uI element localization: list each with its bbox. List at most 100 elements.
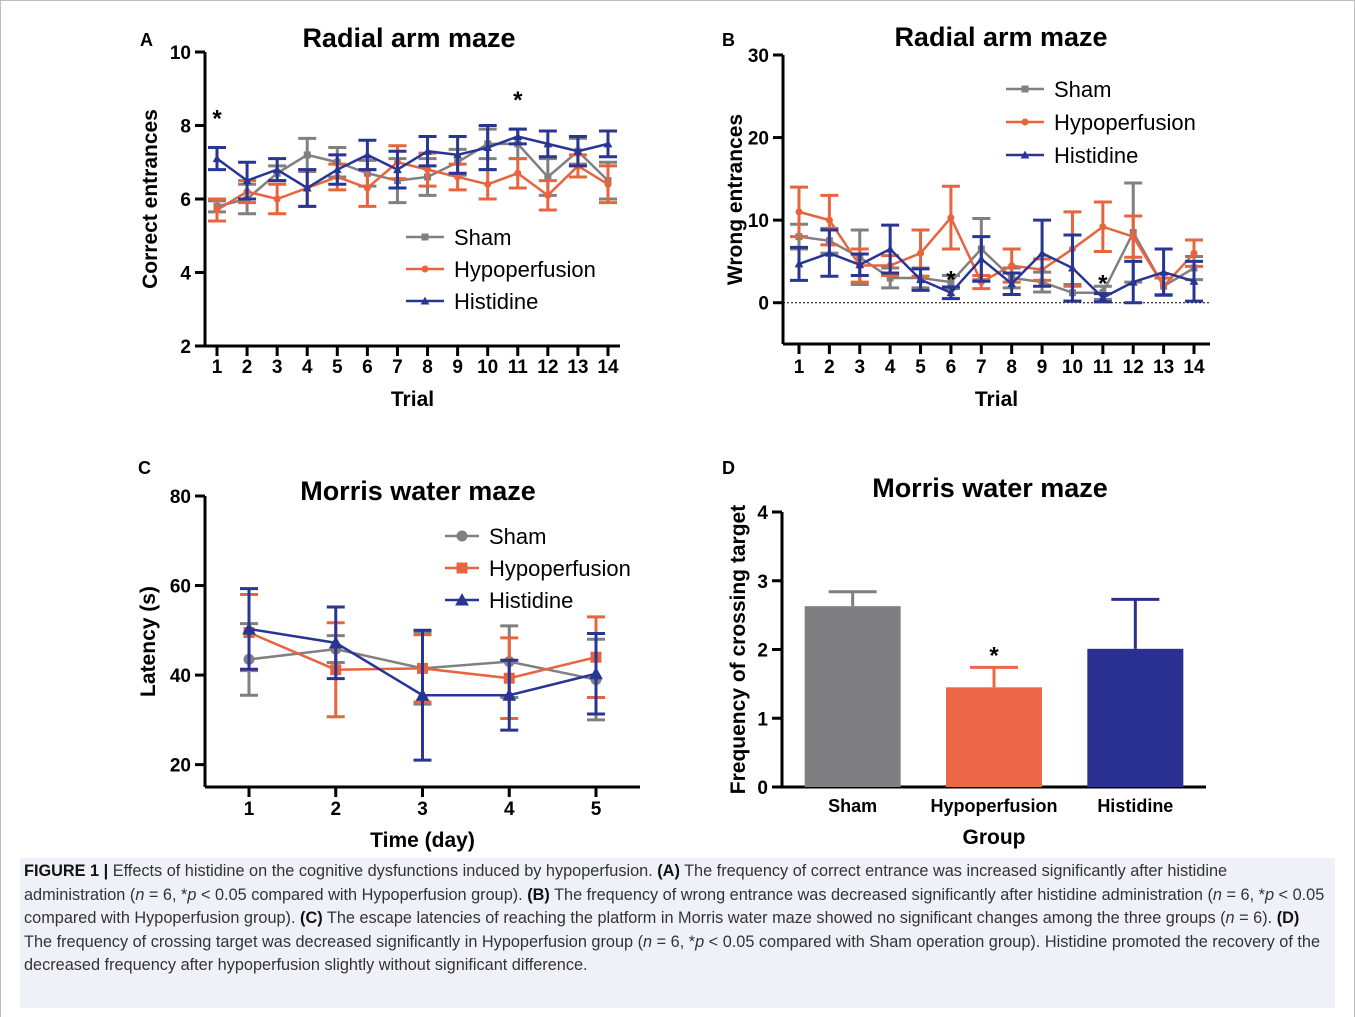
data-point (484, 180, 492, 188)
panel-a-radial-arm-correct: A Radial arm maze 2 4 6 8 10 Correct entrances T… (0, 0, 680, 450)
y-tick-label: 2 (757, 641, 768, 662)
y-tick-label: 20 (170, 756, 191, 777)
x-tick-label: Histidine (1097, 796, 1173, 816)
x-tick-label: 7 (976, 357, 987, 378)
y-tick-label: 20 (748, 129, 769, 150)
legend-label: Sham (489, 524, 546, 549)
data-point (794, 259, 804, 268)
data-point (514, 169, 522, 177)
data-point (855, 260, 865, 269)
data-point (242, 622, 256, 635)
x-tick-label: Sham (828, 796, 877, 816)
x-tick-label: 13 (567, 357, 588, 378)
x-axis-label: Time (day) (370, 829, 475, 852)
data-point (1037, 248, 1047, 257)
x-axis-label: Trial (975, 388, 1018, 411)
x-tick-label: 11 (1093, 357, 1114, 378)
caption-run: The frequency of correct entrance was in… (24, 862, 1228, 904)
data-point (1007, 279, 1017, 288)
x-tick-label: 1 (244, 799, 255, 820)
legend-swatch-marker (421, 265, 429, 273)
caption-run: < 0.05 compared with Hypoperfusion group… (24, 885, 1325, 928)
data-point (947, 214, 955, 222)
series-line (216, 160, 609, 212)
data-point (947, 278, 955, 286)
x-tick-label: 3 (417, 799, 428, 820)
figure-frame-top (0, 0, 1355, 1)
series-hypoperfusion (208, 144, 617, 223)
caption-run: p (695, 932, 705, 951)
legend-label: Sham (454, 225, 511, 250)
bar (946, 687, 1042, 787)
legend-swatch-marker (456, 530, 468, 542)
significance-star: * (513, 87, 523, 114)
caption-run: n (1225, 909, 1235, 927)
legend-label: Hypoperfusion (489, 556, 631, 581)
y-tick-label: 0 (757, 778, 768, 799)
x-tick-label: 7 (392, 357, 403, 378)
caption-run: (A) (657, 862, 680, 880)
data-point (332, 165, 342, 174)
y-tick-label: 30 (748, 46, 769, 67)
legend-swatch-marker (1020, 150, 1030, 159)
x-tick-label: 6 (946, 357, 957, 378)
significance-star: * (989, 642, 999, 669)
data-point (453, 150, 462, 159)
data-point (242, 176, 252, 185)
y-tick-label: 0 (758, 294, 769, 315)
series-histidine (208, 124, 617, 208)
y-tick-label: 6 (180, 190, 191, 211)
y-tick-label: 60 (170, 577, 191, 598)
bar-sham (804, 590, 901, 787)
legend-label: Hypoperfusion (1054, 110, 1196, 135)
series-line (798, 210, 1195, 289)
caption-text: FIGURE 1 | Effects of histidine on the c… (24, 860, 1331, 978)
data-point (795, 208, 803, 216)
x-tick-label: 8 (1006, 357, 1017, 378)
data-point (1190, 249, 1198, 257)
data-point (917, 249, 925, 257)
x-tick-label: 5 (591, 799, 602, 820)
panel-letter: C (138, 458, 151, 478)
y-tick-label: 10 (748, 211, 769, 232)
data-point (502, 688, 517, 701)
caption-run: < 0.05 compared with Hypoperfusion group… (196, 885, 528, 904)
x-tick-label: 2 (330, 799, 341, 820)
panel-d-morris-crossing: D Morris water maze 0 1 2 3 4 Frequency of cros… (680, 450, 1355, 860)
legend-swatch-marker (1021, 118, 1029, 126)
data-point (603, 139, 613, 148)
x-tick-label: 3 (854, 357, 865, 378)
x-tick-label: 12 (1123, 357, 1144, 378)
series-line (798, 247, 1195, 300)
caption-run: Effects of histidine on the cognitive dy… (112, 862, 658, 880)
x-tick-label: 13 (1153, 357, 1174, 378)
data-point (363, 184, 371, 192)
series-line (216, 135, 609, 190)
chart-c-svg: C Morris water maze 20 40 60 80 Latency (s) Tim… (137, 458, 640, 852)
data-point (544, 191, 552, 199)
significance-star: * (1098, 271, 1108, 298)
legend-swatch-marker (1021, 85, 1029, 93)
data-point (573, 146, 583, 155)
legend-label: Histidine (454, 289, 538, 314)
caption-run: The frequency of crossing target was dec… (24, 932, 644, 951)
x-tick-label: 4 (302, 357, 313, 378)
x-tick-label: 9 (1037, 357, 1048, 378)
x-tick-label: 12 (537, 357, 558, 378)
caption-run: p (1264, 885, 1275, 904)
chart-a-svg: A Radial arm maze 2 4 6 8 10 Correct entrances T… (139, 23, 620, 411)
x-tick-label: 2 (824, 357, 835, 378)
data-point (1068, 263, 1077, 272)
x-tick-label: 14 (597, 357, 619, 378)
data-point (916, 275, 925, 284)
data-point (393, 165, 402, 174)
series-histidine (790, 218, 1203, 305)
x-tick-label: 2 (242, 357, 253, 378)
x-tick-label: 5 (332, 357, 343, 378)
data-point (886, 274, 894, 282)
panel-letter: B (722, 30, 735, 50)
x-tick-label: 9 (452, 357, 463, 378)
data-point (302, 183, 312, 192)
y-tick-label: 4 (180, 264, 191, 285)
panel-letter: D (722, 458, 735, 478)
